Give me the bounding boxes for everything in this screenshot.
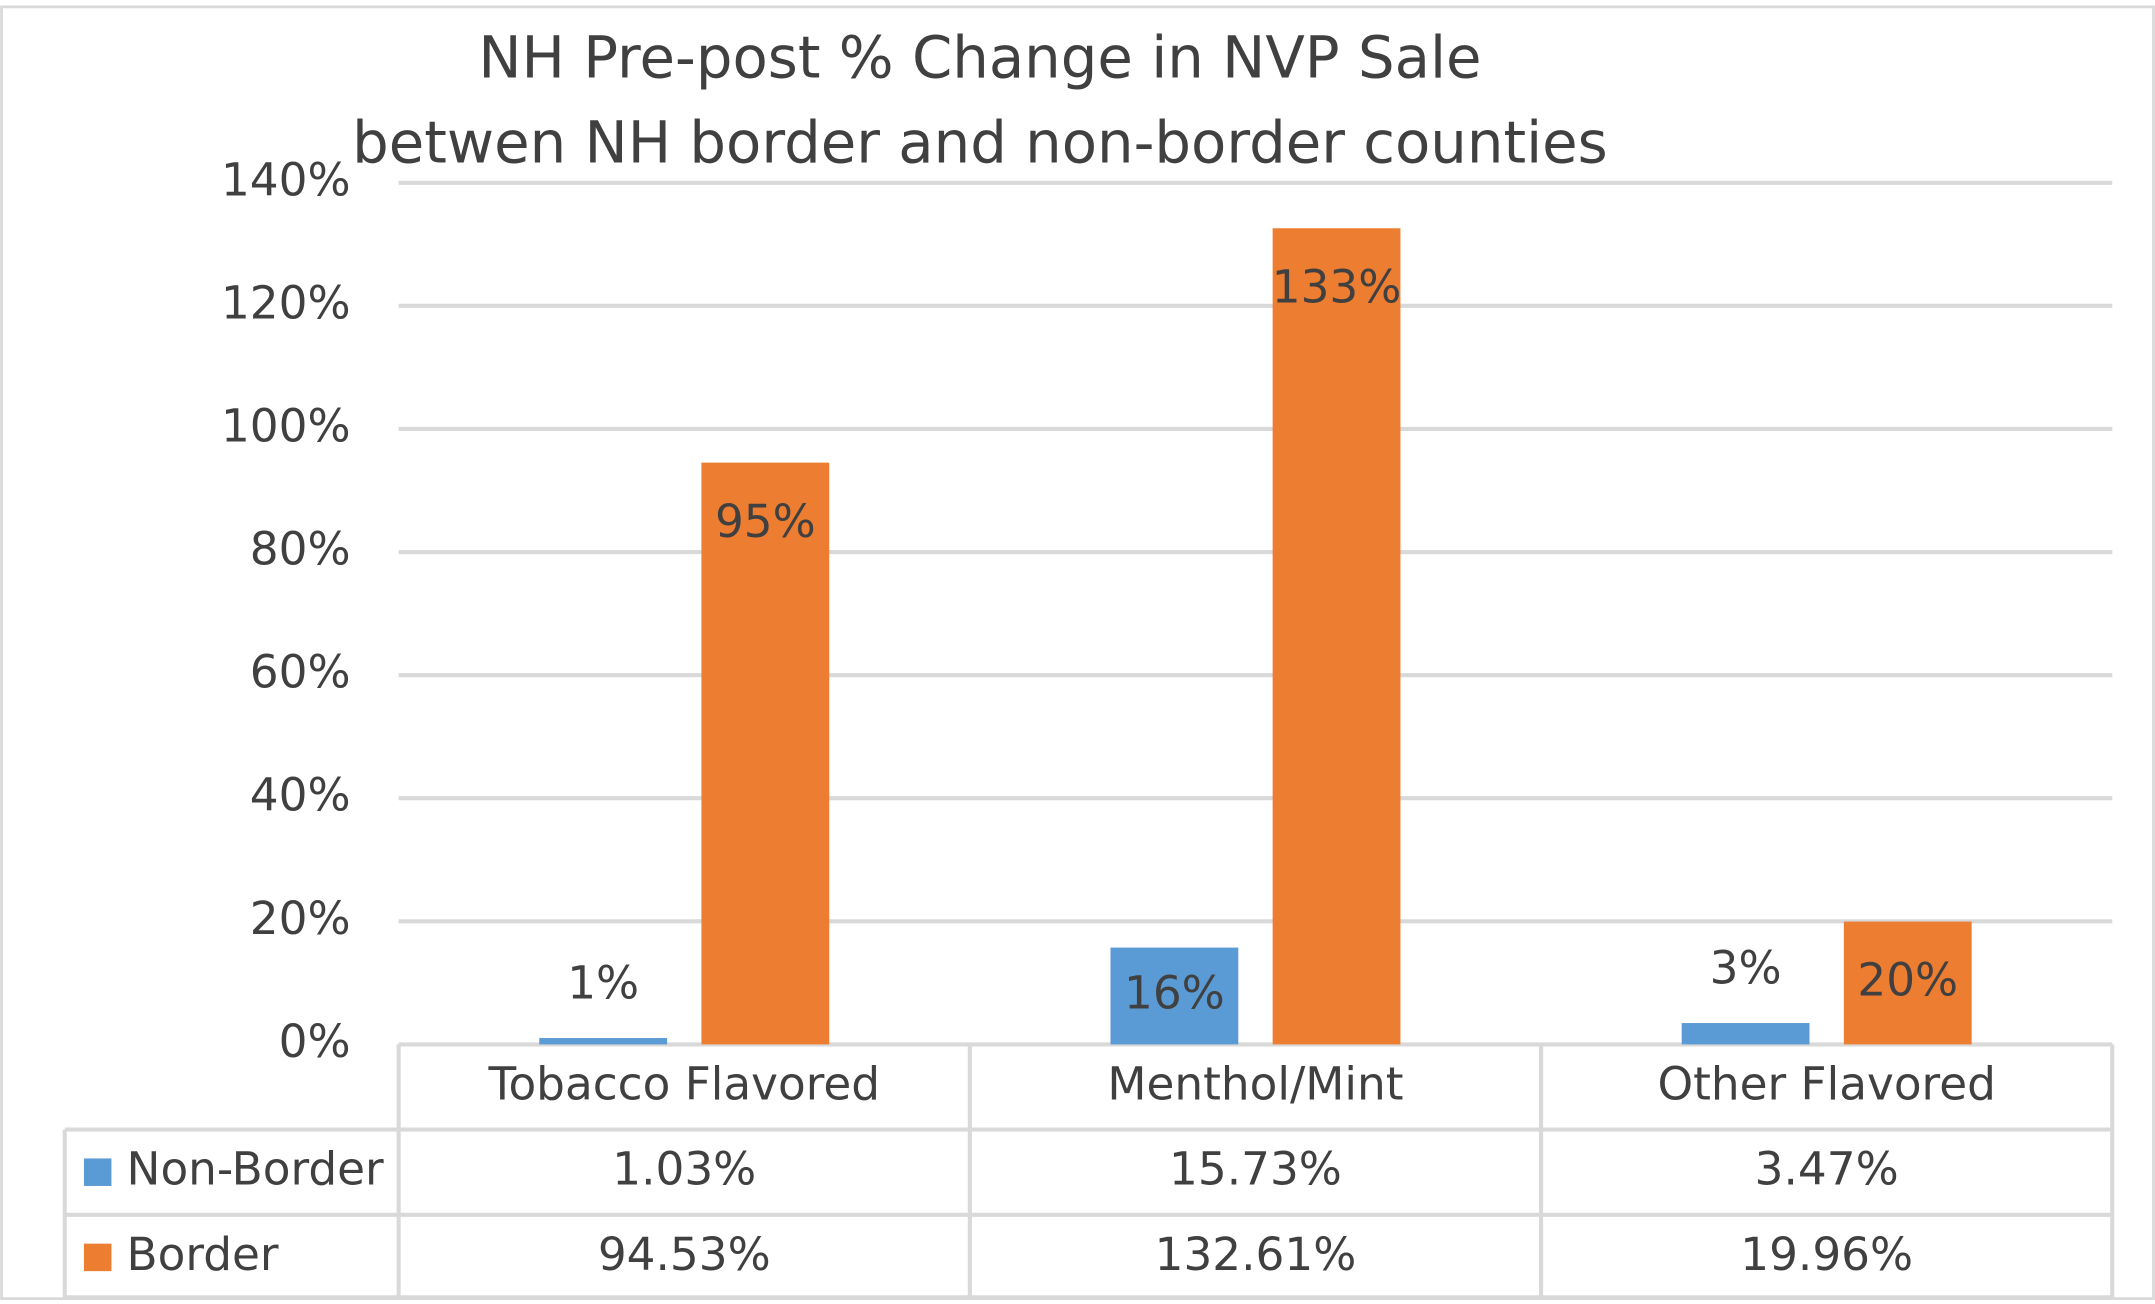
table-cell: 1.03% xyxy=(612,1143,756,1196)
data-label: 16% xyxy=(1124,966,1225,1019)
table-cell: 15.73% xyxy=(1169,1143,1342,1196)
data-label: 95% xyxy=(715,495,816,548)
legend-swatch xyxy=(83,1243,112,1272)
x-tick-label: Menthol/Mint xyxy=(1107,1057,1403,1110)
x-tick-label: Other Flavored xyxy=(1657,1057,1995,1110)
legend-label: Border xyxy=(127,1228,279,1281)
x-tick-label: Tobacco Flavored xyxy=(487,1057,880,1110)
y-tick-label: 100% xyxy=(221,399,351,452)
chart-title: betwen NH border and non-border counties xyxy=(352,109,1607,177)
data-label: 1% xyxy=(567,956,639,1009)
data-label: 133% xyxy=(1272,261,1402,314)
bar xyxy=(1843,921,1972,1045)
chart-frame xyxy=(0,5,2155,1300)
bar xyxy=(701,462,830,1045)
y-tick-label: 140% xyxy=(221,153,351,206)
table-cell: 3.47% xyxy=(1755,1143,1899,1196)
legend-label: Non-Border xyxy=(127,1143,384,1196)
y-tick-label: 120% xyxy=(221,276,351,329)
table-cell: 94.53% xyxy=(598,1228,771,1281)
y-tick-label: 80% xyxy=(250,523,351,576)
bar xyxy=(1110,947,1239,1045)
data-label: 3% xyxy=(1710,941,1782,994)
table-cell: 19.96% xyxy=(1740,1228,1913,1281)
bar xyxy=(1681,1023,1810,1045)
y-tick-label: 20% xyxy=(250,892,351,945)
y-tick-label: 60% xyxy=(250,646,351,699)
y-tick-label: 0% xyxy=(279,1015,351,1068)
legend-swatch xyxy=(83,1158,112,1186)
bar xyxy=(1272,228,1401,1045)
chart-title: NH Pre-post % Change in NVP Sale xyxy=(478,23,1481,91)
data-label: 20% xyxy=(1857,953,1958,1006)
y-tick-label: 40% xyxy=(250,769,351,822)
table-cell: 132.61% xyxy=(1155,1228,1357,1281)
bar xyxy=(539,1038,668,1045)
